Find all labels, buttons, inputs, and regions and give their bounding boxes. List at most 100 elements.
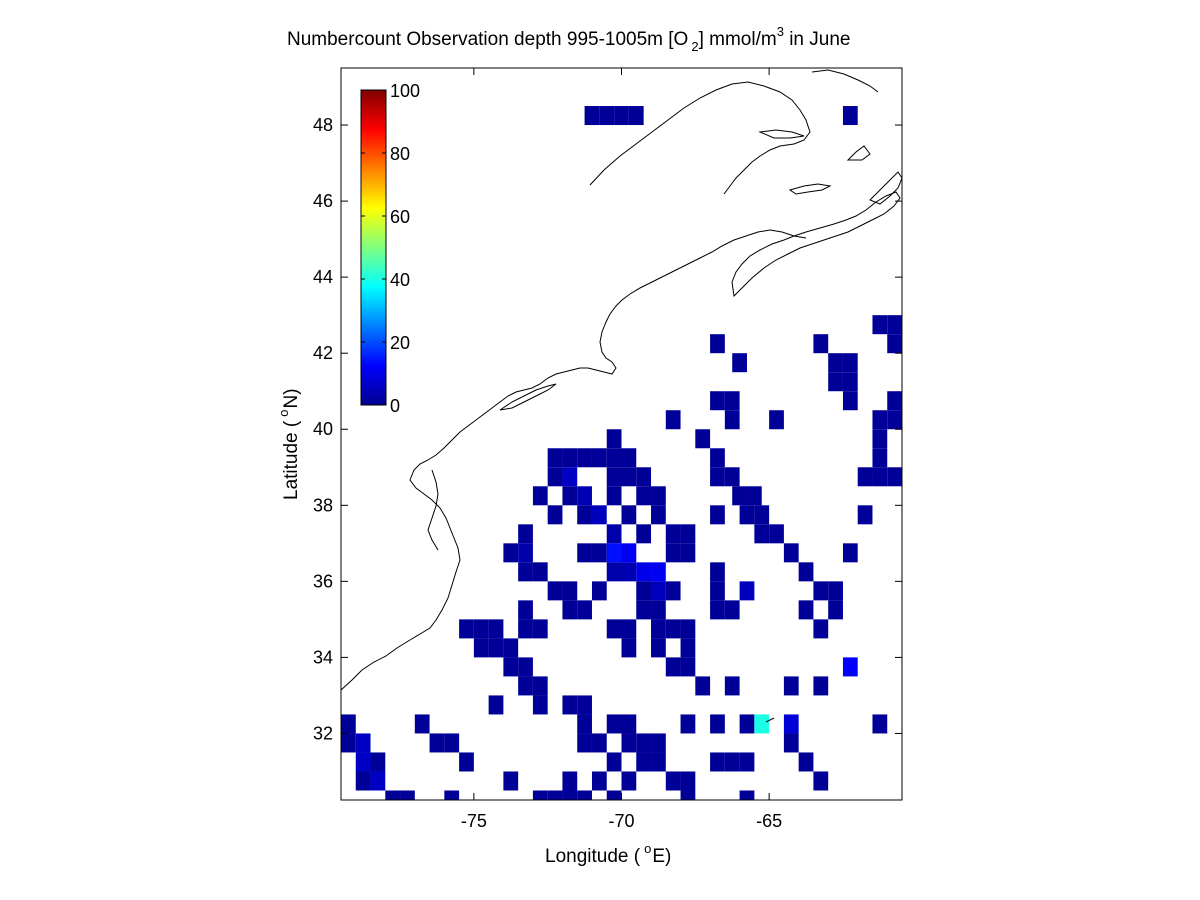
heatmap-cell — [739, 752, 755, 772]
heatmap-cell — [577, 790, 592, 800]
heatmap-cell — [680, 790, 696, 800]
heatmap-cell — [591, 733, 607, 753]
heatmap-cell — [872, 467, 888, 487]
heatmap-cell — [813, 334, 829, 354]
heatmap-cell — [606, 543, 622, 563]
heatmap-cell — [614, 106, 629, 126]
coastline-bermuda — [765, 717, 775, 723]
coastline-north-shore — [811, 69, 879, 93]
x-axis-ticks: -75 -70 -65 — [461, 68, 782, 831]
heatmap-cell — [355, 733, 371, 753]
heatmap-cell — [872, 448, 888, 468]
heatmap-cell — [518, 657, 533, 677]
heatmap-cell — [724, 752, 740, 772]
heatmap-cell — [429, 733, 445, 753]
heatmap-cell — [599, 106, 615, 126]
heatmap-cell — [341, 733, 356, 753]
heatmap-cell — [710, 562, 725, 582]
y-tick-label: 48 — [313, 115, 333, 135]
y-tick-label: 42 — [313, 343, 333, 363]
heatmap-cell — [680, 638, 696, 658]
heatmap-cell — [636, 486, 652, 506]
heatmap-cell — [518, 600, 533, 620]
heatmap-cell — [400, 790, 415, 800]
heatmap-cell — [503, 543, 519, 563]
heatmap-cell — [444, 733, 460, 753]
heatmap-cell — [828, 353, 843, 373]
heatmap-cell — [813, 771, 829, 791]
heatmap-cell — [695, 429, 711, 449]
y-axis-ticks: 32 34 36 38 40 42 44 46 48 — [313, 115, 902, 743]
heatmap-cell — [665, 619, 681, 639]
heatmap-cell — [710, 505, 725, 525]
heatmap-cell — [562, 600, 578, 620]
heatmap-cell — [710, 334, 725, 354]
heatmap-cell — [695, 676, 711, 696]
map-axes: -75 -70 -65 32 34 36 38 40 42 44 46 48 — [313, 67, 903, 831]
heatmap-cell — [591, 543, 607, 563]
heatmap-cell — [651, 486, 666, 506]
heatmap-cell — [341, 714, 356, 734]
heatmap-cell — [680, 714, 696, 734]
heatmap-cell — [584, 106, 600, 126]
heatmap-cell — [621, 543, 637, 563]
heatmap-cell — [503, 638, 519, 658]
heatmap-cell — [732, 353, 747, 373]
heatmap-cell — [857, 467, 873, 487]
heatmap-cell — [724, 410, 740, 430]
heatmap-cell — [518, 524, 533, 544]
heatmap-cell — [547, 790, 563, 800]
heatmap-cell — [606, 714, 622, 734]
heatmap-cell — [370, 752, 386, 772]
colorbar: 0 20 40 60 80 100 — [360, 81, 420, 416]
coastline-gulf-st-lawrence — [589, 81, 811, 195]
heatmap-cell — [547, 448, 563, 468]
y-tick-label: 44 — [313, 267, 333, 287]
heatmap-cell — [385, 790, 401, 800]
heatmap-cell — [444, 790, 460, 800]
heatmap-cell — [562, 448, 578, 468]
heatmap-cell — [532, 695, 548, 715]
heatmap-cell — [577, 505, 592, 525]
heatmap-cell — [813, 676, 829, 696]
y-tick-label: 40 — [313, 419, 333, 439]
heatmap-cell — [651, 733, 666, 753]
heatmap-cell — [621, 448, 637, 468]
y-tick-label: 46 — [313, 191, 333, 211]
heatmap-cell — [621, 714, 637, 734]
x-tick-label: -70 — [608, 811, 634, 831]
heatmap-cell — [665, 581, 681, 601]
heatmap-cell — [739, 581, 755, 601]
coastline-anticosti — [758, 129, 805, 139]
heatmap-cell — [532, 486, 548, 506]
x-tick-label: -75 — [461, 811, 487, 831]
heatmap-cell — [710, 581, 725, 601]
heatmap-cell — [887, 334, 902, 354]
coastline — [340, 69, 903, 723]
heatmap-cell — [621, 505, 637, 525]
heatmap-cell — [710, 467, 725, 487]
heatmap-cell — [621, 771, 637, 791]
heatmap-cell — [577, 486, 592, 506]
heatmap-cell — [857, 505, 873, 525]
heatmap-cell — [606, 524, 622, 544]
x-axis-label: Longitude (oE) — [545, 841, 671, 867]
heatmap-cell — [724, 391, 740, 411]
heatmap-cell — [724, 676, 740, 696]
colorbar-tick-label: 0 — [390, 396, 400, 416]
heatmap-cell — [710, 752, 725, 772]
heatmap-cell — [577, 448, 592, 468]
heatmap-cell — [621, 619, 637, 639]
y-axis-label: Latitude (oN) — [276, 388, 302, 500]
y-tick-label: 36 — [313, 571, 333, 591]
heatmap-cell — [606, 448, 622, 468]
y-tick-label: 34 — [313, 647, 333, 667]
heatmap-cell — [887, 391, 902, 411]
heatmap-cell — [872, 410, 888, 430]
heatmap-cell — [680, 543, 696, 563]
heatmap-cell — [621, 467, 637, 487]
heatmap-cell — [606, 429, 622, 449]
heatmap-cell — [577, 733, 592, 753]
heatmap-cell — [562, 486, 578, 506]
